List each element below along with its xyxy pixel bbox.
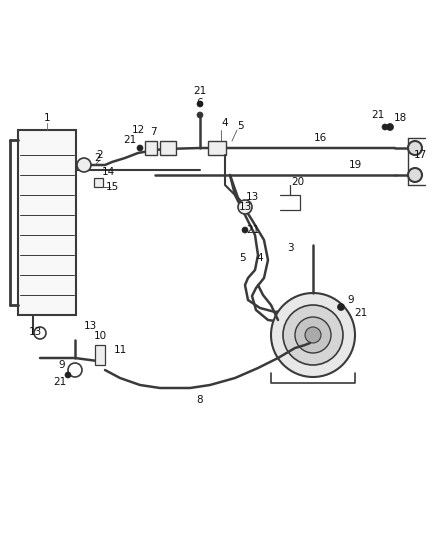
Text: 21: 21 — [246, 225, 260, 235]
Circle shape — [77, 158, 91, 172]
Circle shape — [238, 200, 252, 214]
Circle shape — [305, 327, 321, 343]
Circle shape — [295, 317, 331, 353]
Text: 17: 17 — [413, 150, 427, 160]
Circle shape — [197, 112, 203, 118]
Text: 4: 4 — [222, 118, 228, 128]
Text: 12: 12 — [131, 125, 145, 135]
Text: 9: 9 — [59, 360, 65, 370]
Bar — [160, 141, 176, 155]
Bar — [94, 178, 103, 187]
Circle shape — [68, 363, 82, 377]
Circle shape — [65, 372, 71, 378]
Bar — [208, 141, 226, 155]
Circle shape — [386, 124, 393, 131]
Text: 1: 1 — [44, 113, 50, 123]
Text: 13: 13 — [245, 192, 258, 202]
Text: 16: 16 — [313, 133, 327, 143]
Text: 21: 21 — [193, 86, 207, 96]
Text: 15: 15 — [106, 182, 119, 192]
Text: 18: 18 — [393, 113, 406, 123]
Text: 2: 2 — [97, 150, 103, 160]
Text: 13: 13 — [28, 327, 42, 337]
Text: 4: 4 — [257, 253, 263, 263]
Text: 10: 10 — [93, 331, 106, 341]
Text: 13: 13 — [83, 321, 97, 331]
Circle shape — [197, 101, 203, 107]
Bar — [145, 141, 157, 155]
Text: 5: 5 — [237, 121, 244, 131]
Text: 14: 14 — [101, 167, 115, 177]
Circle shape — [271, 293, 355, 377]
Circle shape — [408, 168, 422, 182]
Bar — [95, 345, 105, 365]
Text: 2: 2 — [95, 153, 101, 163]
Text: 19: 19 — [348, 160, 362, 170]
Text: 7: 7 — [150, 127, 156, 137]
Circle shape — [408, 141, 422, 155]
Text: 21: 21 — [124, 135, 137, 145]
Circle shape — [34, 327, 46, 339]
Text: 21: 21 — [354, 308, 367, 318]
Circle shape — [137, 145, 143, 151]
Text: 21: 21 — [53, 377, 67, 387]
Text: 21: 21 — [371, 110, 385, 120]
Text: 20: 20 — [291, 177, 304, 187]
Text: 6: 6 — [197, 98, 203, 108]
Text: 9: 9 — [348, 295, 354, 305]
Text: 13: 13 — [238, 202, 251, 212]
Text: 11: 11 — [113, 345, 127, 355]
Text: 3: 3 — [287, 243, 293, 253]
Circle shape — [338, 303, 345, 311]
Circle shape — [382, 124, 388, 130]
Text: 8: 8 — [197, 395, 203, 405]
Circle shape — [242, 227, 248, 233]
Text: 5: 5 — [239, 253, 245, 263]
Circle shape — [283, 305, 343, 365]
Bar — [18, 130, 76, 315]
